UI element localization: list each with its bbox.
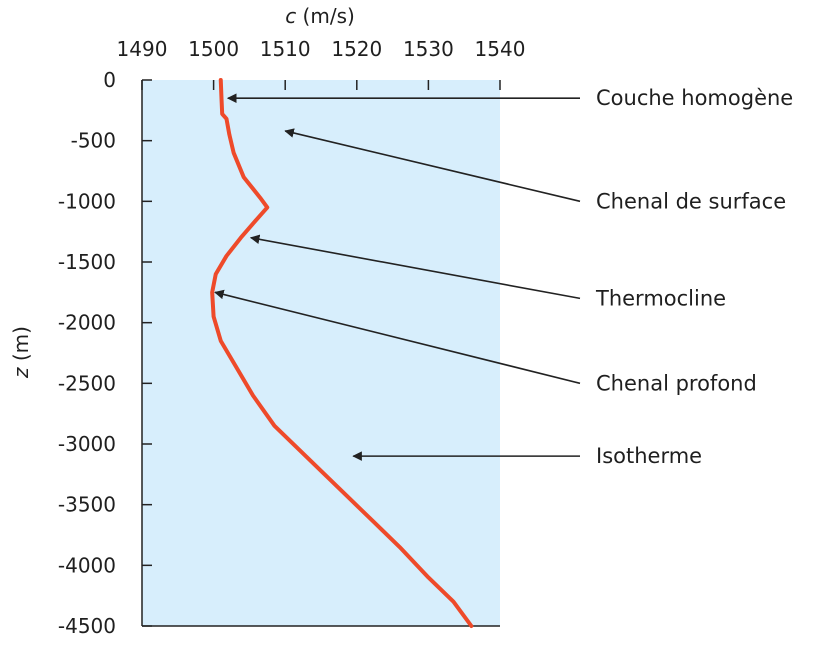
annotation-label: Thermocline — [595, 286, 726, 310]
x-axis-title-symbol: c — [285, 4, 296, 28]
annotation-label: Chenal de surface — [596, 189, 786, 213]
x-axis-title: c (m/s) — [285, 4, 355, 28]
x-tick-label: 1490 — [117, 37, 168, 61]
annotation-label: Chenal profond — [596, 371, 757, 395]
y-axis-title: z (m) — [9, 326, 33, 379]
y-tick-label: -4000 — [58, 553, 116, 577]
y-axis-title-symbol: z — [9, 367, 33, 379]
y-tick-label: -4500 — [58, 614, 116, 638]
speed-curve-line — [210, 78, 474, 628]
y-tick-label: -1000 — [58, 189, 116, 213]
y-axis-title-unit: (m) — [9, 326, 33, 361]
y-ticks-group: 0 -500 -1000 -1500 -2000 -2500 -3000 -3500 -4000… — [58, 68, 152, 638]
y-tick-label: -2500 — [58, 371, 116, 395]
plot-background — [142, 80, 500, 626]
y-tick-label: 0 — [103, 68, 116, 92]
y-tick-label: -2000 — [58, 311, 116, 335]
y-tick-label: -3500 — [58, 493, 116, 517]
annotation-arrow — [249, 234, 581, 300]
x-tick-label: 1530 — [403, 37, 454, 61]
annotations-group: Couche homogène Chenal de surface Thermocl… — [214, 86, 793, 468]
y-tick-label: -1500 — [58, 250, 116, 274]
annotation-arrow — [284, 128, 581, 203]
y-tick-label: -500 — [71, 129, 116, 153]
y-tick-label: -3000 — [58, 432, 116, 456]
x-tick-label: 1520 — [331, 37, 382, 61]
x-tick-label: 1510 — [260, 37, 311, 61]
x-tick-label: 1500 — [188, 37, 239, 61]
annotation-arrow — [214, 289, 581, 385]
x-tick-label: 1540 — [475, 37, 526, 61]
annotation-label: Isotherme — [596, 444, 702, 468]
x-ticks-group: 1490 1500 1510 1520 1530 1540 — [117, 37, 526, 90]
annotation-label: Couche homogène — [596, 86, 793, 110]
x-axis-title-unit: (m/s) — [303, 4, 355, 28]
